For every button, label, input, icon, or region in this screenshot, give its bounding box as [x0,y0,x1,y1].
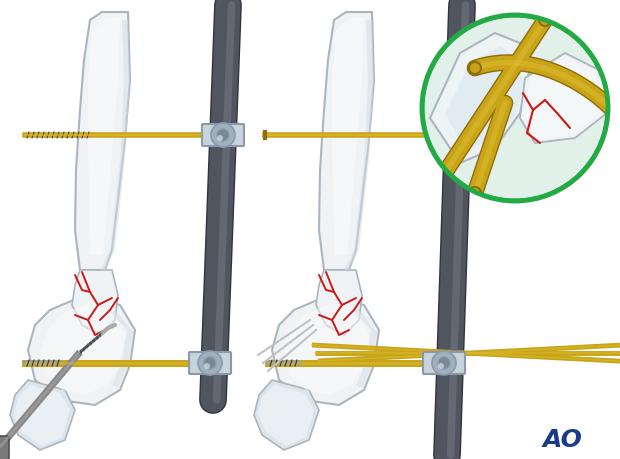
Polygon shape [258,385,314,446]
Polygon shape [10,380,75,450]
Circle shape [445,123,469,147]
Circle shape [198,351,222,375]
Polygon shape [319,12,374,270]
FancyBboxPatch shape [189,352,231,374]
Circle shape [204,363,210,369]
Polygon shape [284,302,369,395]
Polygon shape [525,58,599,140]
Circle shape [211,123,235,147]
Polygon shape [445,46,523,150]
Polygon shape [520,53,607,143]
Circle shape [469,187,481,199]
Text: AO: AO [543,428,583,452]
Polygon shape [75,12,130,270]
Circle shape [432,351,456,375]
FancyBboxPatch shape [202,124,244,146]
Polygon shape [88,18,120,255]
Circle shape [217,135,223,141]
Circle shape [469,62,481,74]
Polygon shape [354,310,377,388]
Polygon shape [28,295,135,405]
Polygon shape [332,18,364,255]
Circle shape [422,15,608,201]
Polygon shape [344,20,374,270]
Polygon shape [430,33,530,163]
FancyBboxPatch shape [436,124,478,146]
Polygon shape [14,385,70,446]
Circle shape [451,129,463,141]
FancyBboxPatch shape [423,352,465,374]
Polygon shape [316,270,362,335]
Circle shape [539,14,551,26]
Polygon shape [254,380,319,450]
Circle shape [451,135,457,141]
Circle shape [438,357,450,369]
FancyBboxPatch shape [0,436,9,459]
Circle shape [217,129,229,141]
Polygon shape [72,270,118,335]
Circle shape [438,363,444,369]
Circle shape [204,357,216,369]
Polygon shape [272,295,379,405]
Polygon shape [110,310,133,388]
Polygon shape [40,302,125,395]
Polygon shape [100,20,130,270]
